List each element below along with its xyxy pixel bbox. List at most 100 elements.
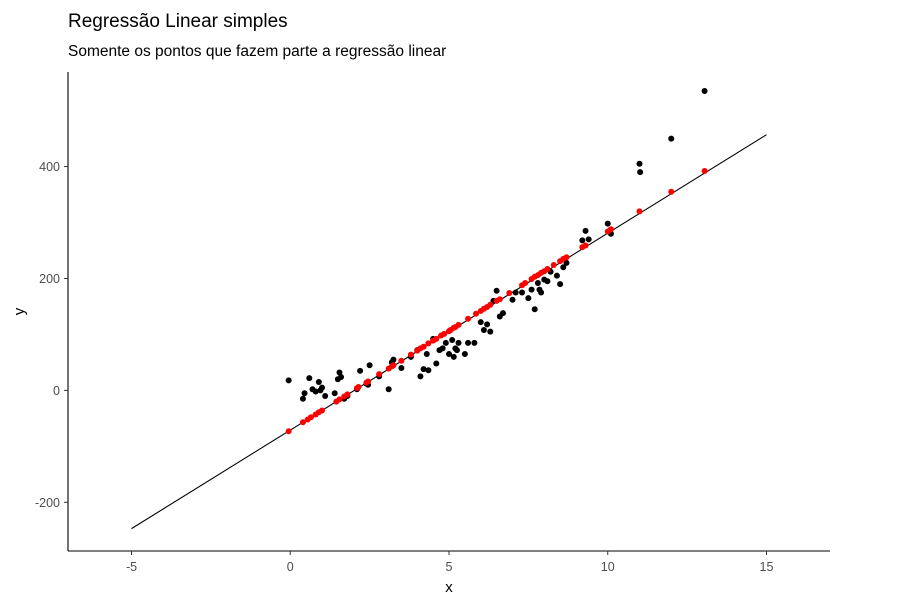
y-tick-label: 400: [39, 160, 60, 174]
observed-point: [636, 160, 643, 167]
observed-point: [417, 373, 424, 380]
fitted-point: [506, 290, 513, 297]
observed-point: [450, 353, 457, 360]
observed-point: [446, 351, 452, 358]
observed-point: [487, 328, 494, 335]
fitted-point: [433, 335, 440, 342]
observed-point: [477, 319, 484, 326]
fitted-point: [701, 168, 708, 175]
observed-point: [531, 306, 538, 313]
fitted-point: [299, 419, 306, 426]
observed-point: [306, 375, 313, 382]
observed-point: [398, 365, 405, 372]
observed-point: [499, 310, 506, 317]
observed-point: [480, 326, 487, 333]
observed-point: [319, 384, 325, 391]
y-tick-label: 200: [39, 272, 60, 286]
observed-point: [701, 88, 708, 95]
fitted-point: [582, 242, 589, 249]
observed-point: [442, 339, 449, 346]
axis-labels-group: -5 0 5 10 15 -200 0 200 400 x y: [11, 160, 773, 596]
fitted-point: [550, 262, 557, 269]
observed-point: [637, 169, 644, 176]
fitted-point: [487, 301, 494, 308]
observed-point: [519, 289, 526, 296]
fitted-point: [522, 279, 529, 286]
fitted-point: [420, 343, 427, 350]
observed-point: [299, 395, 306, 402]
fitted-point: [398, 357, 405, 364]
observed-point: [425, 367, 432, 374]
x-tick-label: 15: [760, 560, 774, 574]
fitted-point: [365, 378, 372, 385]
observed-point: [582, 227, 589, 234]
y-tick-label: 0: [53, 384, 60, 398]
observed-point: [560, 264, 567, 271]
fitted-point: [376, 371, 383, 378]
observed-point: [484, 321, 491, 328]
observed-point: [420, 366, 427, 373]
observed-point: [453, 347, 460, 354]
observed-point: [585, 236, 592, 243]
observed-point: [331, 390, 338, 397]
observed-point: [528, 286, 535, 293]
observed-point: [493, 287, 500, 294]
fitted-point: [636, 208, 643, 215]
observed-point: [553, 272, 560, 279]
fitted-point: [472, 310, 479, 317]
y-tick-label: -200: [35, 496, 60, 510]
observed-point: [357, 367, 364, 374]
observed-point: [385, 386, 392, 393]
x-tick-label: 5: [446, 560, 453, 574]
fitted-point: [563, 254, 570, 261]
fitted-point: [455, 321, 462, 328]
observed-point: [509, 296, 516, 303]
observed-point: [465, 339, 472, 346]
fitted-point: [319, 407, 325, 414]
observed-point: [544, 278, 551, 285]
observed-point: [449, 337, 456, 344]
observed-point: [668, 135, 675, 142]
observed-point: [338, 373, 345, 380]
fitted-point: [390, 362, 397, 369]
observed-point: [455, 339, 462, 346]
x-tick-label: 0: [287, 560, 294, 574]
fitted-point: [465, 315, 472, 322]
chart-title: Regressão Linear simples: [68, 11, 288, 32]
fitted-point: [336, 396, 343, 403]
axes: [64, 72, 830, 555]
observed-point: [525, 295, 532, 302]
fitted-point: [285, 428, 292, 435]
observed-point: [538, 289, 545, 296]
fitted-point: [344, 391, 351, 398]
observed-point: [534, 279, 541, 286]
x-tick-label: -5: [126, 560, 137, 574]
observed-point: [366, 362, 373, 369]
fitted-point: [407, 351, 414, 358]
fitted-point: [668, 188, 675, 195]
fitted-point: [441, 330, 448, 337]
observed-point: [579, 237, 586, 244]
observed-point: [423, 351, 430, 358]
observed-point: [471, 339, 478, 346]
observed-point: [312, 388, 319, 395]
observed-point: [301, 390, 308, 397]
y-axis-title: y: [11, 307, 28, 315]
chart-subtitle: Somente os pontos que fazem parte a regr…: [68, 43, 447, 60]
observed-point: [390, 356, 397, 363]
observed-point: [512, 289, 519, 296]
fitted-point: [355, 384, 362, 391]
observed-point: [461, 351, 468, 358]
fitted-point: [607, 226, 614, 233]
observed-point: [557, 281, 564, 288]
x-axis-title: x: [445, 579, 453, 596]
observed-point: [433, 360, 440, 367]
fitted-point: [544, 265, 551, 272]
points-group: [285, 88, 708, 435]
observed-point: [439, 345, 446, 352]
observed-point: [322, 392, 329, 399]
observed-point: [604, 220, 611, 227]
fitted-point: [307, 414, 314, 421]
x-tick-label: 10: [601, 560, 615, 574]
